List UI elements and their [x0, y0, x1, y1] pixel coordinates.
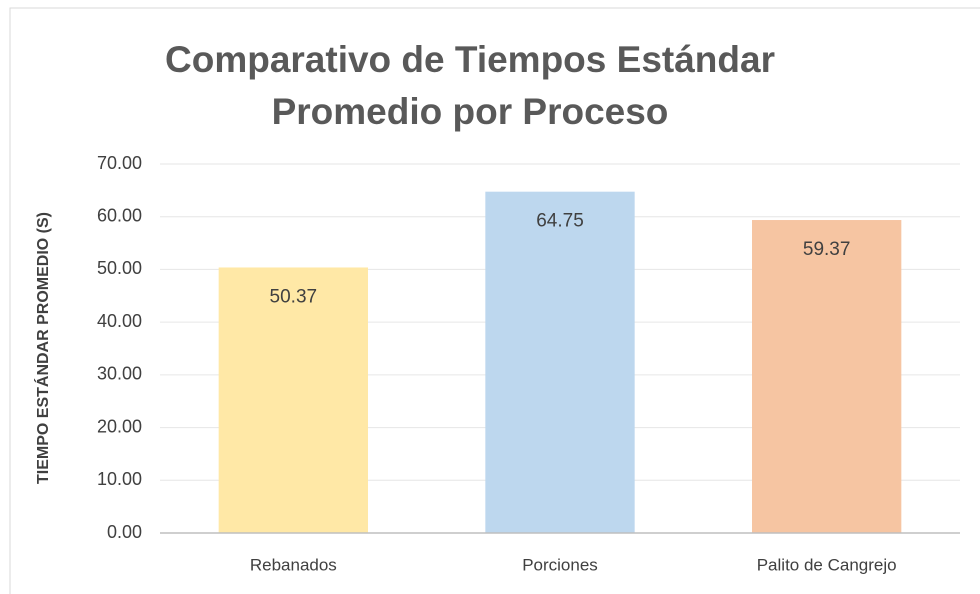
y-tick-label: 10.00 [97, 469, 142, 489]
data-label: 59.37 [803, 239, 851, 260]
bar [485, 191, 635, 534]
x-tick-label: Palito de Cangrejo [757, 555, 897, 574]
x-tick-label: Rebanados [250, 555, 337, 574]
data-label: 50.37 [270, 286, 318, 307]
y-tick-label: 20.00 [97, 416, 142, 436]
data-label: 64.75 [536, 211, 584, 232]
chart-title: Comparativo de Tiempos Estándar Promedio… [165, 39, 775, 132]
y-tick-label: 0.00 [107, 522, 142, 542]
y-tick-label: 50.00 [97, 258, 142, 278]
x-tick-label: Porciones [522, 555, 598, 574]
y-tick-label: 60.00 [97, 205, 142, 225]
y-tick-label: 40.00 [97, 311, 142, 331]
y-tick-label: 70.00 [97, 153, 142, 173]
y-tick-label: 30.00 [97, 364, 142, 384]
y-axis-label: TIEMPO ESTÁNDAR PROMEDIO (S) [33, 212, 52, 484]
bar [218, 267, 368, 533]
chart-border [9, 7, 980, 594]
bar [752, 220, 902, 533]
